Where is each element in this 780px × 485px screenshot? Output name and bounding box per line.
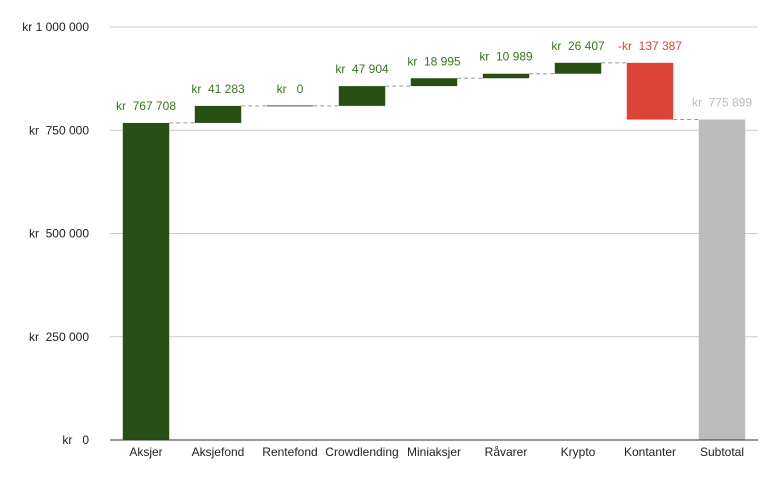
value-label: kr 0 [277, 82, 304, 96]
value-label: kr 775 899 [692, 96, 752, 110]
y-axis-tick-labels: kr 0 kr 250 000 kr 500 000 kr 750 000 kr 1 0… [22, 20, 89, 447]
bars [122, 62, 746, 441]
value-label: kr 47 904 [335, 62, 389, 76]
bar-aksjer[interactable] [122, 122, 170, 441]
value-label: kr 10 989 [479, 50, 533, 64]
bar-subtotal[interactable] [698, 119, 746, 440]
bar-crowdlending[interactable] [338, 86, 386, 106]
value-labels: kr 767 708 kr 41 283 kr 0 kr 47 904 kr 18 99… [116, 39, 752, 113]
value-label: kr 767 708 [116, 99, 176, 113]
x-tick-label: Subtotal [700, 445, 744, 459]
gridlines [110, 26, 758, 338]
value-label: kr 41 283 [191, 82, 245, 96]
bar-råvarer[interactable] [482, 73, 530, 79]
x-tick-label: Crowdlending [325, 445, 398, 459]
value-label: kr 26 407 [551, 39, 605, 53]
bar-aksjefond[interactable] [194, 105, 242, 123]
value-label: kr 18 995 [407, 54, 461, 68]
x-tick-label: Aksjefond [192, 445, 245, 459]
bar-krypto[interactable] [554, 62, 602, 74]
bar-kontanter[interactable] [626, 62, 674, 120]
value-label: -kr 137 387 [618, 39, 682, 53]
x-tick-label: Miniaksjer [407, 445, 461, 459]
y-tick-label: kr 1 000 000 [22, 20, 89, 34]
x-tick-label: Krypto [561, 445, 596, 459]
x-tick-label: Kontanter [624, 445, 676, 459]
connector-lines [169, 62, 699, 124]
y-tick-label: kr 250 000 [29, 330, 89, 344]
y-tick-label: kr 0 [62, 433, 89, 447]
bar-miniaksjer[interactable] [410, 78, 458, 87]
x-tick-label: Aksjer [129, 445, 162, 459]
x-tick-label: Rentefond [262, 445, 317, 459]
y-tick-label: kr 750 000 [29, 123, 89, 137]
y-tick-label: kr 500 000 [29, 227, 89, 241]
x-tick-label: Råvarer [485, 445, 528, 459]
x-axis-tick-labels: Aksjer Aksjefond Rentefond Crowdlending Mini… [129, 445, 744, 459]
